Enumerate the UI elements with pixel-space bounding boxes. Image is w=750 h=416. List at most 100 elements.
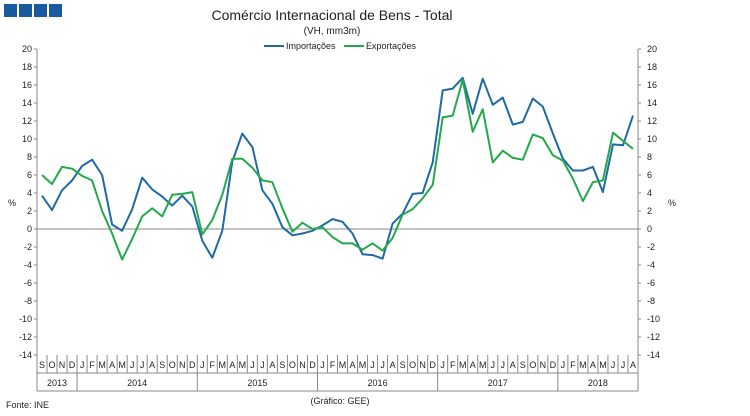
month-label: J	[380, 360, 385, 370]
month-label: J	[250, 360, 255, 370]
y-axis-label-left: %	[8, 198, 16, 208]
legend-label: Importações	[286, 41, 336, 51]
month-label: A	[470, 360, 476, 370]
month-label: A	[109, 360, 115, 370]
month-label: J	[440, 360, 445, 370]
y-tick-label-left: 20	[22, 44, 32, 54]
month-label: O	[289, 360, 296, 370]
month-label: J	[200, 360, 205, 370]
month-label: M	[219, 360, 227, 370]
logo	[4, 4, 62, 17]
month-label: D	[429, 360, 436, 370]
month-label: M	[339, 360, 347, 370]
y-tick-label-left: 18	[22, 62, 32, 72]
month-label: A	[229, 360, 235, 370]
month-label: N	[540, 360, 547, 370]
y-tick-label-right: -2	[647, 242, 655, 252]
y-tick-label-right: 12	[647, 116, 657, 126]
month-label: A	[350, 360, 356, 370]
y-tick-label-right: 14	[647, 98, 657, 108]
axes: -14 -14 -12 -12 -10 -10 -8 -8 -6 -6 -4 -4 -2 -2 0 0 2 2 4 4…	[19, 44, 660, 392]
month-label: J	[501, 360, 506, 370]
month-label: M	[479, 360, 487, 370]
y-tick-label-left: 10	[22, 134, 32, 144]
source-note: Fonte: INE	[6, 400, 49, 410]
month-label: A	[510, 360, 516, 370]
y-tick-label-left: 0	[27, 224, 32, 234]
month-label: A	[630, 360, 636, 370]
year-label: 2018	[588, 378, 608, 388]
legend: Importações Exportações	[264, 41, 417, 51]
logo-square	[19, 4, 32, 17]
legend-label: Exportações	[366, 41, 417, 51]
month-label: J	[140, 360, 145, 370]
month-label: S	[159, 360, 165, 370]
y-tick-label-left: 4	[27, 188, 32, 198]
y-tick-label-right: 18	[647, 62, 657, 72]
year-label: 2017	[488, 378, 508, 388]
year-label: 2016	[368, 378, 388, 388]
y-tick-label-left: 6	[27, 170, 32, 180]
month-label: S	[400, 360, 406, 370]
month-label: J	[621, 360, 626, 370]
y-tick-label-right: -14	[647, 350, 660, 360]
y-tick-label-right: 0	[647, 224, 652, 234]
month-label: F	[570, 360, 576, 370]
month-label: D	[69, 360, 76, 370]
y-tick-label-left: -2	[24, 242, 32, 252]
month-label: M	[579, 360, 587, 370]
month-label: J	[260, 360, 265, 370]
y-tick-label-left: 2	[27, 206, 32, 216]
month-label: O	[409, 360, 416, 370]
month-label: D	[309, 360, 316, 370]
y-tick-label-right: -12	[647, 332, 660, 342]
series-line-exportacoes	[41, 78, 634, 261]
year-label: 2014	[127, 378, 147, 388]
month-label: J	[320, 360, 325, 370]
y-tick-label-left: 12	[22, 116, 32, 126]
y-tick-label-right: 2	[647, 206, 652, 216]
month-label: N	[59, 360, 66, 370]
y-tick-label-left: -6	[24, 278, 32, 288]
month-label: M	[118, 360, 126, 370]
y-tick-label-right: 10	[647, 134, 657, 144]
y-tick-label-right: -10	[647, 314, 660, 324]
month-label: A	[149, 360, 155, 370]
chart-subtitle: (VH, mm3m)	[304, 26, 361, 37]
year-label: 2015	[247, 378, 267, 388]
y-tick-label-left: -10	[19, 314, 32, 324]
month-label: S	[39, 360, 45, 370]
month-label: D	[189, 360, 196, 370]
series-line-importacoes	[41, 76, 634, 260]
y-tick-label-right: -6	[647, 278, 655, 288]
month-label: M	[98, 360, 106, 370]
month-label: N	[299, 360, 306, 370]
month-label: J	[491, 360, 496, 370]
month-label: J	[80, 360, 85, 370]
y-tick-label-right: 4	[647, 188, 652, 198]
month-label: A	[269, 360, 275, 370]
month-label: S	[520, 360, 526, 370]
y-tick-label-left: 16	[22, 80, 32, 90]
chart-credit: (Gráfico: GEE)	[310, 396, 369, 406]
year-label: 2013	[47, 378, 67, 388]
y-tick-label-right: 16	[647, 80, 657, 90]
logo-square	[34, 4, 47, 17]
y-tick-label-right: -8	[647, 296, 655, 306]
month-label: F	[210, 360, 216, 370]
y-tick-label-left: -12	[19, 332, 32, 342]
month-label: A	[590, 360, 596, 370]
month-label: J	[611, 360, 616, 370]
month-label: F	[330, 360, 336, 370]
y-tick-label-left: -14	[19, 350, 32, 360]
y-tick-label-left: 14	[22, 98, 32, 108]
month-label: J	[130, 360, 135, 370]
month-label: M	[359, 360, 367, 370]
y-tick-label-right: 6	[647, 170, 652, 180]
y-tick-label-right: -4	[647, 260, 655, 270]
month-label: D	[550, 360, 557, 370]
logo-square	[4, 4, 17, 17]
month-label: O	[49, 360, 56, 370]
y-tick-label-right: 20	[647, 44, 657, 54]
